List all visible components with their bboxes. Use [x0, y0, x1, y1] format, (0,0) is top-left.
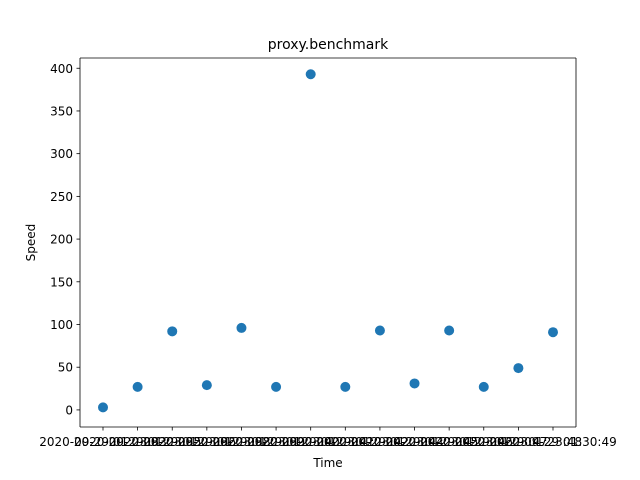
y-tick-label: 300 — [50, 147, 73, 161]
x-tick-label: 2020-09-29 01:23:45 — [351, 435, 478, 449]
y-axis-ticks: 0 50 100 150 200 250 300 350 400 — [50, 62, 80, 417]
x-tick-label: 2020-09-29 01:23:41 — [247, 435, 374, 449]
data-point — [513, 363, 524, 374]
x-tick-label: 2020-09-29 01:23:40 — [212, 435, 339, 449]
x-tick-label: 2020-09-29 01:23:44 — [316, 435, 443, 449]
plot-area — [80, 58, 576, 427]
data-point — [271, 381, 282, 392]
y-tick-label: 250 — [50, 190, 73, 204]
x-tick-label: 2020-09-29 01:23:47 — [420, 435, 547, 449]
x-tick-label: 2020-09-29 01:30:49 — [489, 435, 616, 449]
data-point — [409, 378, 420, 389]
x-tick-label: 2020-09-29 01:23:36 — [109, 435, 236, 449]
y-tick-label: 100 — [50, 318, 73, 332]
y-tick-label: 50 — [58, 361, 73, 375]
x-tick-label: 2020-09-29 01:23:46 — [385, 435, 512, 449]
data-point — [305, 69, 316, 80]
x-tick-label: 2020-09-29 01:23:39 — [178, 435, 305, 449]
data-point — [548, 327, 558, 338]
data-point — [201, 380, 212, 391]
x-axis-label: Time — [312, 456, 342, 470]
y-axis-label: Speed — [24, 224, 38, 262]
x-tick-label: 2020-09-29 01:23:38 — [143, 435, 270, 449]
data-point — [167, 326, 178, 337]
data-point — [236, 322, 247, 333]
chart-title: proxy.benchmark — [268, 37, 389, 53]
data-point — [340, 381, 351, 392]
plot-frame — [79, 57, 577, 428]
data-point — [478, 381, 489, 392]
x-tick-label: 2020-09-29 01:23:42 — [282, 435, 409, 449]
y-tick-label: 350 — [50, 104, 73, 118]
data-point — [98, 402, 108, 413]
y-tick-label: 200 — [50, 233, 73, 247]
data-point — [444, 325, 455, 336]
y-tick-label: 0 — [65, 403, 73, 417]
x-tick-label: 2020-09-29 01:23:35 — [74, 435, 201, 449]
x-tick-label: 2020-09-29 01:23:48 — [455, 435, 582, 449]
data-point — [374, 325, 385, 336]
x-tick-label: 2020-09-29 01:23:33 — [39, 435, 166, 449]
data-point — [132, 381, 143, 392]
y-tick-label: 150 — [50, 275, 73, 289]
y-tick-label: 400 — [50, 62, 73, 76]
data-points — [98, 69, 558, 413]
